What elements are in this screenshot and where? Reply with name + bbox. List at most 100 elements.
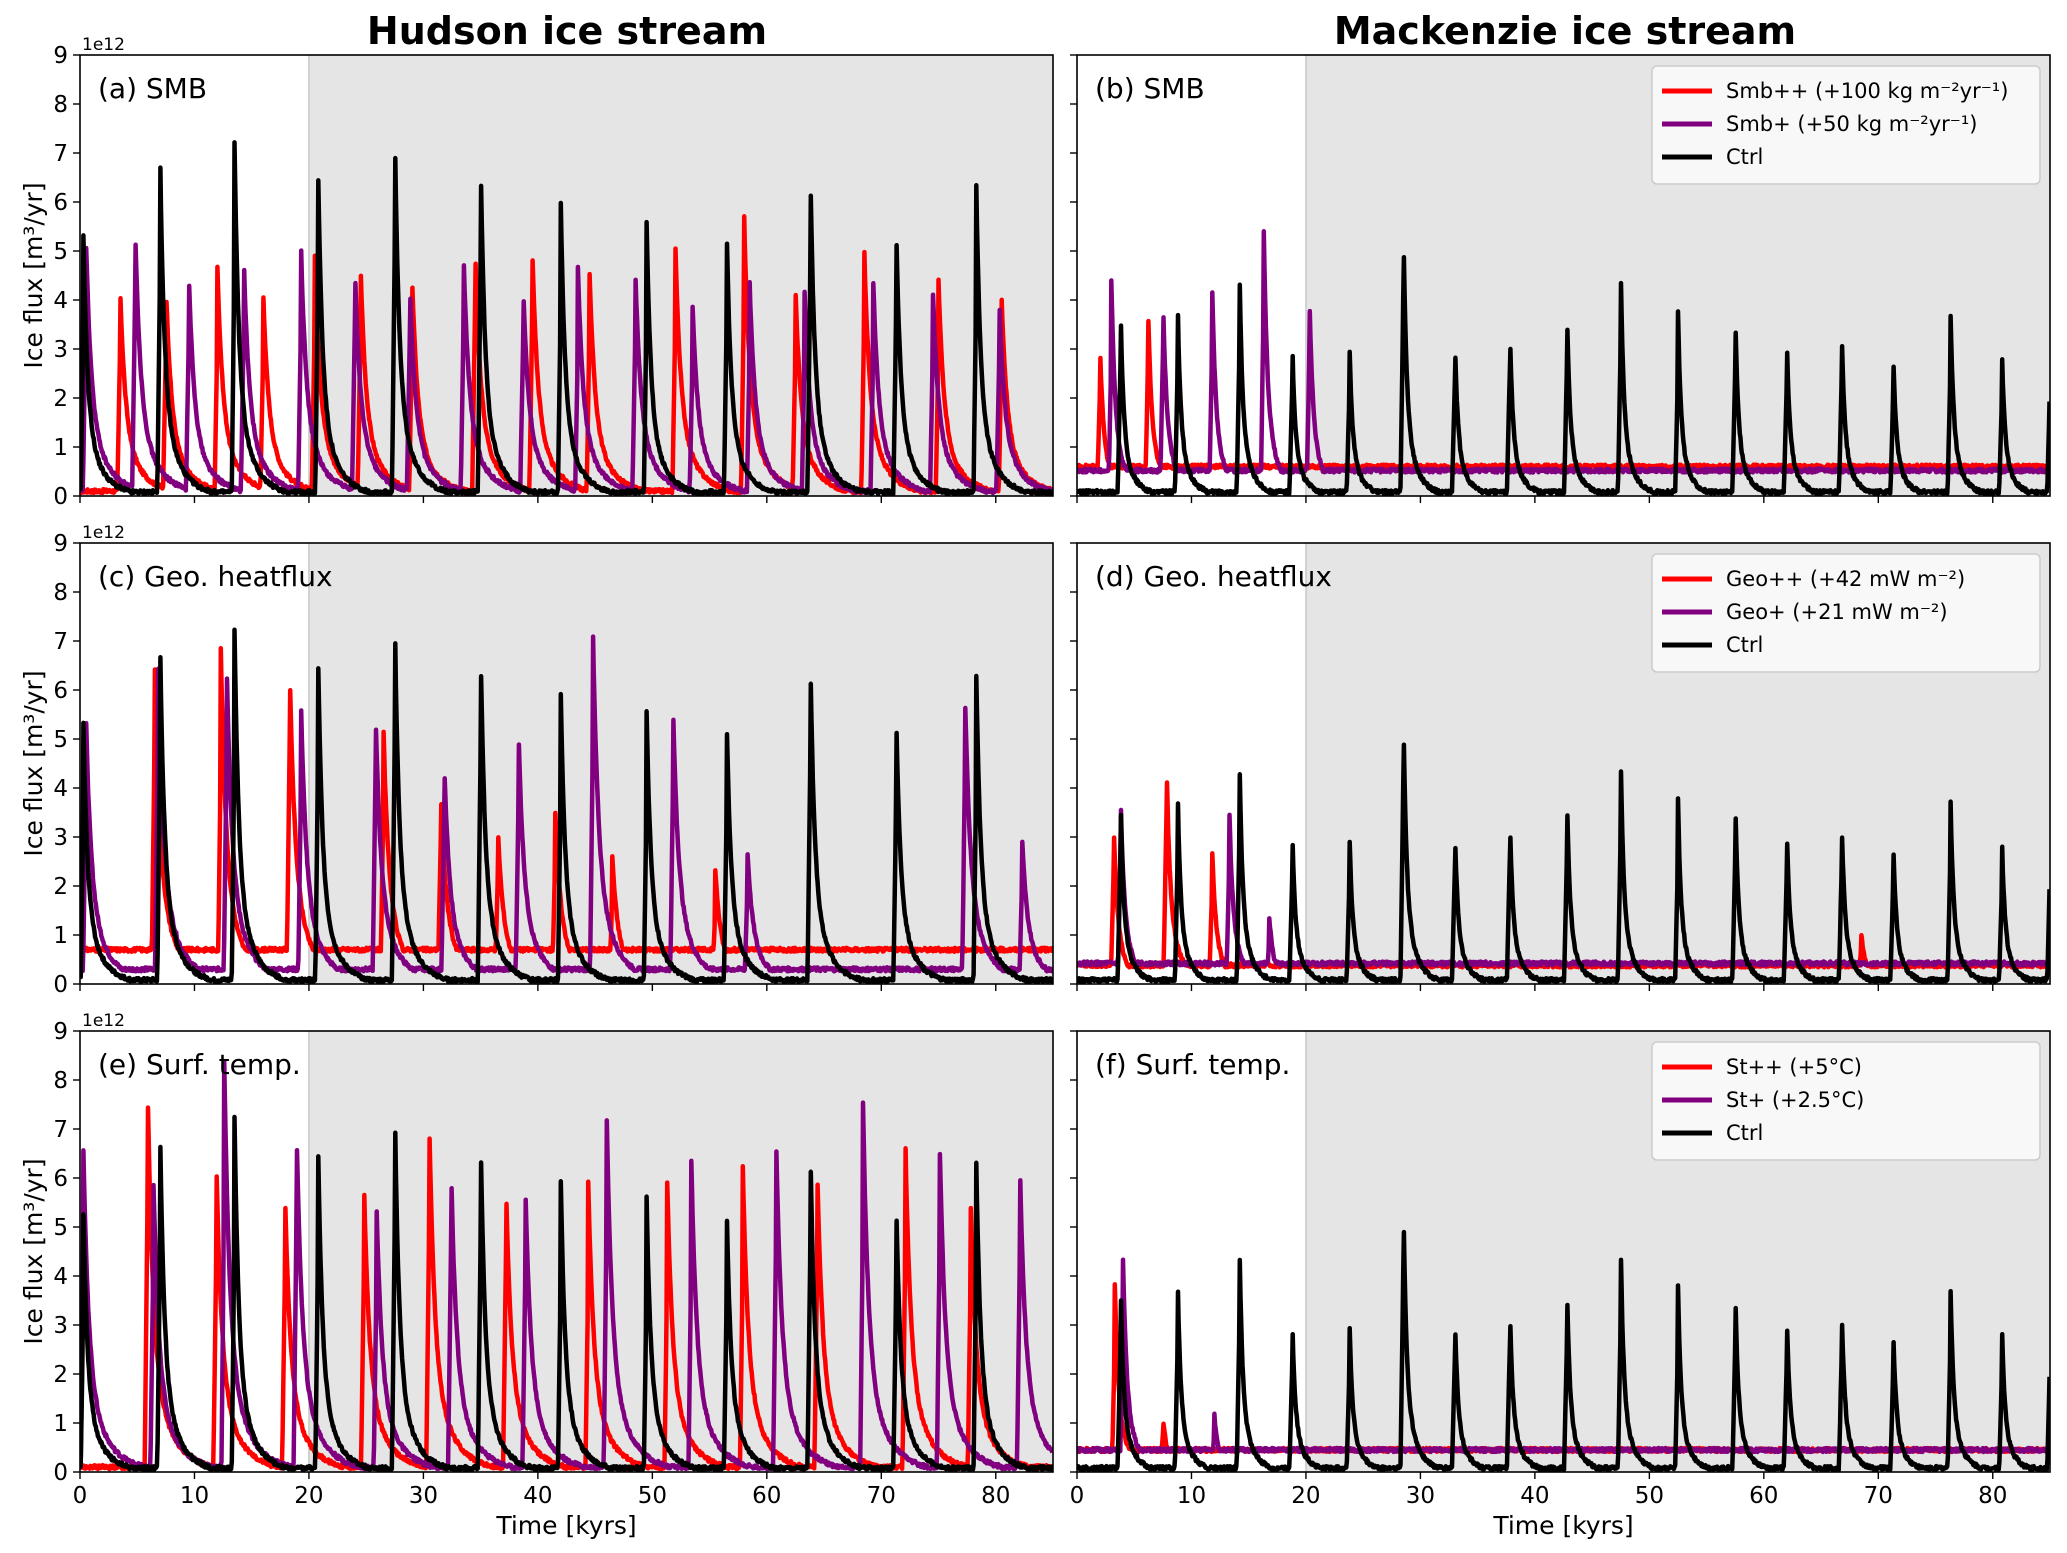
y-tick-label: 1 — [53, 435, 68, 461]
y-axis-label: Ice flux [m³/yr] — [19, 1158, 48, 1344]
panel-d: (d) Geo. heatflux Geo++ (+42 mW m⁻²) Geo+ … — [1070, 542, 2051, 991]
series-line-ctrl — [1077, 254, 2050, 496]
panel-label: (a) SMB — [98, 72, 207, 105]
series-line-ctrl — [1077, 742, 2050, 984]
series-group — [80, 1058, 1053, 1472]
panel-label: (e) Surf. temp. — [98, 1048, 301, 1081]
x-tick-label: 80 — [981, 1483, 1010, 1509]
axes-frame — [1076, 542, 2051, 985]
axes-frame — [79, 542, 1054, 985]
y-tick-label: 8 — [53, 1068, 68, 1094]
y-tick-label: 9 — [53, 1019, 68, 1045]
panel-a: 0 1 2 3 4 5 6 7 8 9 1e12 Ice flux [m³/yr] (a) SMB — [19, 35, 1054, 510]
y-tick-label: 2 — [53, 386, 68, 412]
legend: Smb++ (+100 kg m⁻²yr⁻¹) Smb+ (+50 kg m⁻²y… — [1651, 65, 2041, 185]
y-exponent-label: 1e12 — [82, 35, 125, 55]
y-tick-label: 8 — [53, 92, 68, 118]
y-tick-label: 7 — [53, 1117, 68, 1143]
legend-label-ctrl: Ctrl — [1726, 145, 1763, 169]
series-line-weak — [80, 1058, 1053, 1472]
y-tick-label: 5 — [53, 239, 68, 265]
x-tick-label: 30 — [1406, 1483, 1435, 1509]
shaded-period — [308, 543, 1053, 984]
legend-box — [1651, 1041, 2041, 1161]
legend: St++ (+5°C) St+ (+2.5°C) Ctrl — [1651, 1041, 2041, 1161]
x-tick-label: 60 — [752, 1483, 781, 1509]
x-tick-label: 70 — [1864, 1483, 1893, 1509]
panel-b: (b) SMB Smb++ (+100 kg m⁻²yr⁻¹) Smb+ (+50 … — [1070, 54, 2051, 503]
y-exponent-label: 1e12 — [82, 1011, 125, 1031]
legend-box — [1651, 553, 2041, 673]
x-tick-label: 50 — [1635, 1483, 1664, 1509]
series-group — [80, 627, 1053, 984]
legend-label-ctrl: Ctrl — [1726, 633, 1763, 657]
x-tick-label: 40 — [1520, 1483, 1549, 1509]
shaded-period — [308, 55, 1053, 496]
x-axis-label: Time [kyrs] — [1492, 1511, 1633, 1540]
legend: Geo++ (+42 mW m⁻²) Geo+ (+21 mW m⁻²) Ctrl — [1651, 553, 2041, 673]
panel-label: (d) Geo. heatflux — [1095, 560, 1332, 593]
y-tick-label: 2 — [53, 874, 68, 900]
y-tick-label: 0 — [53, 484, 68, 510]
y-tick-label: 1 — [53, 923, 68, 949]
series-line-ctrl — [80, 140, 1053, 496]
y-exponent-label: 1e12 — [82, 523, 125, 543]
legend-box — [1651, 65, 2041, 185]
x-tick-label: 80 — [1978, 1483, 2007, 1509]
legend-label-weak: Smb+ (+50 kg m⁻²yr⁻¹) — [1726, 112, 1977, 136]
series-line-strong — [80, 645, 1053, 954]
y-tick-label: 5 — [53, 727, 68, 753]
panel-e: 0 10 20 30 40 50 60 70 80 0 1 2 3 4 5 6 7 8 9 1e12 Ice flux … — [19, 1011, 1054, 1540]
y-tick-label: 5 — [53, 1215, 68, 1241]
axes-frame — [79, 1030, 1054, 1473]
series-group — [1077, 1229, 2050, 1472]
series-line-weak — [80, 634, 1053, 974]
panel-f: 0 10 20 30 40 50 60 70 80 Time [kyrs] (f) Surf. te… — [1070, 1030, 2051, 1540]
x-tick-label: 70 — [867, 1483, 896, 1509]
x-tick-label: 10 — [180, 1483, 209, 1509]
series-line-ctrl — [1077, 1229, 2050, 1472]
series-group — [80, 140, 1053, 496]
series-line-weak — [80, 242, 1053, 496]
x-axis-label: Time [kyrs] — [495, 1511, 636, 1540]
y-tick-label: 2 — [53, 1362, 68, 1388]
y-tick-label: 6 — [53, 1166, 68, 1192]
y-tick-label: 7 — [53, 141, 68, 167]
series-line-ctrl — [80, 1114, 1053, 1472]
axes-frame — [79, 54, 1054, 497]
legend-label-strong: St++ (+5°C) — [1726, 1055, 1862, 1079]
column-title-mackenzie: Mackenzie ice stream — [1334, 9, 1796, 53]
x-tick-label: 30 — [409, 1483, 438, 1509]
y-tick-label: 0 — [53, 972, 68, 998]
legend-label-strong: Geo++ (+42 mW m⁻²) — [1726, 567, 1965, 591]
x-tick-label: 10 — [1177, 1483, 1206, 1509]
y-tick-label: 3 — [53, 825, 68, 851]
y-tick-label: 4 — [53, 288, 68, 314]
y-tick-label: 7 — [53, 629, 68, 655]
x-tick-label: 0 — [73, 1483, 88, 1509]
legend-label-weak: Geo+ (+21 mW m⁻²) — [1726, 600, 1948, 624]
x-tick-label: 50 — [638, 1483, 667, 1509]
y-tick-label: 4 — [53, 1264, 68, 1290]
legend-label-strong: Smb++ (+100 kg m⁻²yr⁻¹) — [1726, 79, 2008, 103]
x-tick-label: 0 — [1070, 1483, 1085, 1509]
legend-label-ctrl: Ctrl — [1726, 1121, 1763, 1145]
y-tick-label: 0 — [53, 1460, 68, 1486]
y-tick-label: 8 — [53, 580, 68, 606]
y-tick-label: 1 — [53, 1411, 68, 1437]
y-tick-label: 4 — [53, 776, 68, 802]
y-tick-label: 6 — [53, 678, 68, 704]
panel-label: (f) Surf. temp. — [1095, 1048, 1290, 1081]
y-tick-label: 3 — [53, 1313, 68, 1339]
series-group — [1077, 229, 2050, 496]
x-tick-label: 20 — [1291, 1483, 1320, 1509]
y-tick-label: 9 — [53, 43, 68, 69]
panel-label: (c) Geo. heatflux — [98, 560, 333, 593]
y-tick-label: 3 — [53, 337, 68, 363]
y-tick-label: 6 — [53, 190, 68, 216]
column-title-hudson: Hudson ice stream — [367, 9, 767, 53]
legend-label-weak: St+ (+2.5°C) — [1726, 1088, 1864, 1112]
y-axis-label: Ice flux [m³/yr] — [19, 670, 48, 856]
x-tick-label: 60 — [1749, 1483, 1778, 1509]
